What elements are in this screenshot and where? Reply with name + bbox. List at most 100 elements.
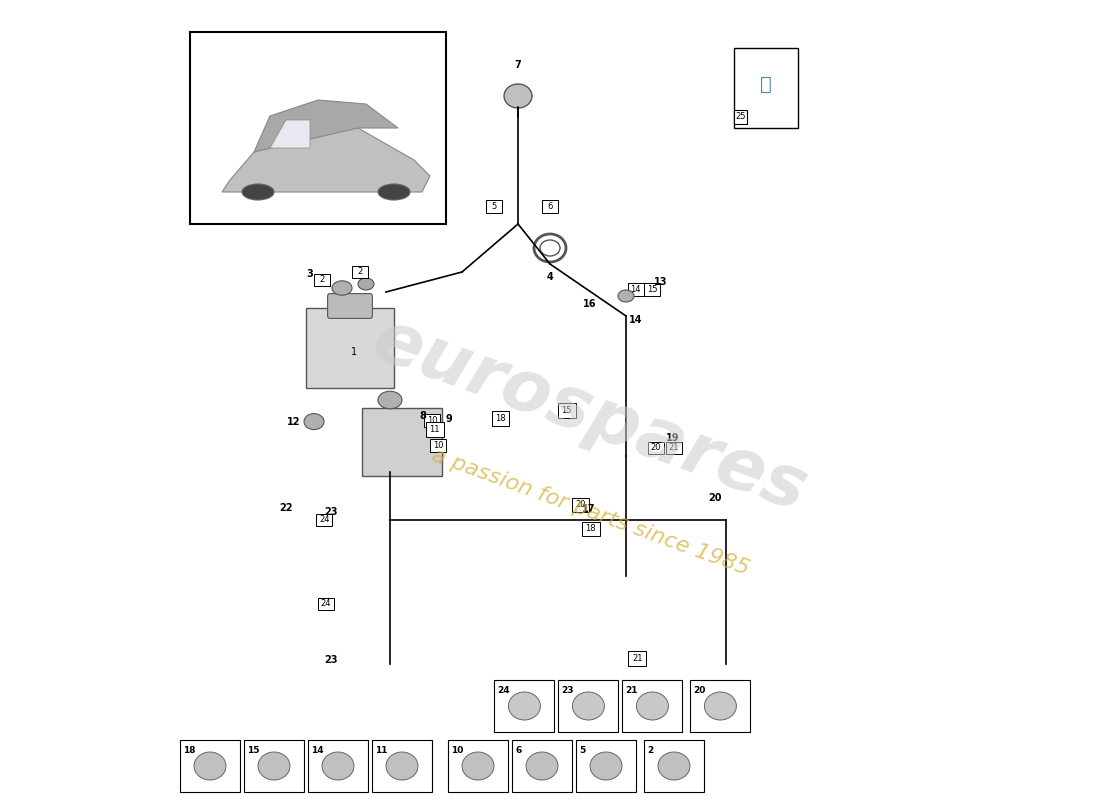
FancyBboxPatch shape — [644, 740, 704, 792]
Text: 7: 7 — [515, 60, 521, 70]
Text: 12: 12 — [287, 417, 300, 426]
Ellipse shape — [194, 752, 226, 780]
FancyBboxPatch shape — [628, 651, 646, 666]
Ellipse shape — [258, 752, 290, 780]
Text: 24: 24 — [497, 686, 510, 695]
Text: 23: 23 — [324, 655, 338, 665]
Text: 15: 15 — [248, 746, 260, 755]
Text: 25: 25 — [735, 112, 746, 122]
Ellipse shape — [322, 752, 354, 780]
Text: 11: 11 — [429, 425, 440, 434]
FancyBboxPatch shape — [426, 422, 443, 437]
FancyBboxPatch shape — [352, 266, 367, 278]
Text: 24: 24 — [319, 515, 330, 525]
Text: 17: 17 — [582, 504, 595, 514]
Text: 15: 15 — [647, 285, 658, 294]
Text: 5: 5 — [492, 202, 496, 211]
Text: 🧴: 🧴 — [760, 74, 772, 94]
Ellipse shape — [242, 184, 274, 200]
FancyBboxPatch shape — [317, 514, 332, 526]
Ellipse shape — [304, 414, 324, 430]
FancyBboxPatch shape — [559, 680, 618, 732]
FancyBboxPatch shape — [648, 442, 663, 454]
Text: 10: 10 — [451, 746, 463, 755]
FancyBboxPatch shape — [190, 32, 446, 224]
FancyBboxPatch shape — [623, 680, 682, 732]
FancyBboxPatch shape — [448, 740, 508, 792]
Text: eurospares: eurospares — [364, 306, 816, 526]
Ellipse shape — [462, 752, 494, 780]
Text: 1: 1 — [351, 347, 358, 357]
Text: 21: 21 — [669, 443, 680, 453]
Ellipse shape — [590, 752, 621, 780]
FancyBboxPatch shape — [372, 740, 432, 792]
Text: 20: 20 — [708, 493, 722, 502]
Text: 6: 6 — [515, 746, 521, 755]
Text: 10: 10 — [432, 441, 443, 450]
Polygon shape — [222, 128, 430, 192]
Text: 14: 14 — [630, 285, 641, 294]
Ellipse shape — [572, 692, 604, 720]
FancyBboxPatch shape — [306, 308, 394, 388]
FancyBboxPatch shape — [425, 414, 440, 427]
Polygon shape — [270, 120, 310, 148]
FancyBboxPatch shape — [486, 200, 502, 213]
Text: 13: 13 — [654, 277, 668, 286]
Text: 15: 15 — [561, 406, 572, 415]
Ellipse shape — [526, 752, 558, 780]
Text: 6: 6 — [548, 202, 552, 211]
Text: 2: 2 — [358, 267, 362, 277]
FancyBboxPatch shape — [492, 411, 509, 426]
Ellipse shape — [508, 692, 540, 720]
Text: 14: 14 — [629, 315, 642, 325]
FancyBboxPatch shape — [572, 498, 590, 512]
Text: 20: 20 — [650, 443, 661, 453]
Ellipse shape — [504, 84, 532, 108]
FancyBboxPatch shape — [308, 740, 369, 792]
FancyBboxPatch shape — [180, 740, 240, 792]
Text: a passion for parts since 1985: a passion for parts since 1985 — [429, 445, 751, 579]
Text: 8: 8 — [419, 411, 427, 421]
FancyBboxPatch shape — [558, 403, 575, 418]
FancyBboxPatch shape — [628, 283, 643, 296]
Text: 22: 22 — [279, 503, 293, 513]
Polygon shape — [254, 100, 398, 152]
Text: 18: 18 — [585, 524, 596, 534]
Text: 20: 20 — [575, 500, 585, 510]
Text: 21: 21 — [626, 686, 638, 695]
Text: 21: 21 — [631, 654, 642, 663]
Text: 3: 3 — [306, 269, 312, 278]
FancyBboxPatch shape — [576, 740, 636, 792]
FancyBboxPatch shape — [542, 200, 558, 213]
Text: 4: 4 — [547, 272, 553, 282]
FancyBboxPatch shape — [318, 598, 334, 610]
FancyBboxPatch shape — [362, 408, 442, 476]
Text: 23: 23 — [324, 507, 338, 517]
Text: 23: 23 — [562, 686, 574, 695]
FancyBboxPatch shape — [734, 110, 747, 124]
Text: 5: 5 — [580, 746, 585, 755]
FancyBboxPatch shape — [582, 522, 600, 536]
FancyBboxPatch shape — [666, 442, 682, 454]
Text: 10: 10 — [427, 416, 438, 426]
Text: 18: 18 — [184, 746, 196, 755]
FancyBboxPatch shape — [328, 294, 373, 318]
Text: 14: 14 — [311, 746, 323, 755]
Text: 11: 11 — [375, 746, 387, 755]
Ellipse shape — [378, 391, 402, 409]
FancyBboxPatch shape — [734, 48, 798, 128]
Ellipse shape — [637, 692, 669, 720]
Ellipse shape — [658, 752, 690, 780]
FancyBboxPatch shape — [494, 680, 554, 732]
Ellipse shape — [386, 752, 418, 780]
FancyBboxPatch shape — [314, 274, 330, 286]
Text: 20: 20 — [694, 686, 706, 695]
Ellipse shape — [540, 240, 560, 256]
Text: 24: 24 — [321, 599, 331, 609]
FancyBboxPatch shape — [512, 740, 572, 792]
Text: 19: 19 — [666, 434, 680, 443]
FancyBboxPatch shape — [645, 283, 660, 296]
Text: 9: 9 — [446, 414, 453, 424]
FancyBboxPatch shape — [430, 439, 446, 452]
Text: 2: 2 — [319, 275, 324, 285]
